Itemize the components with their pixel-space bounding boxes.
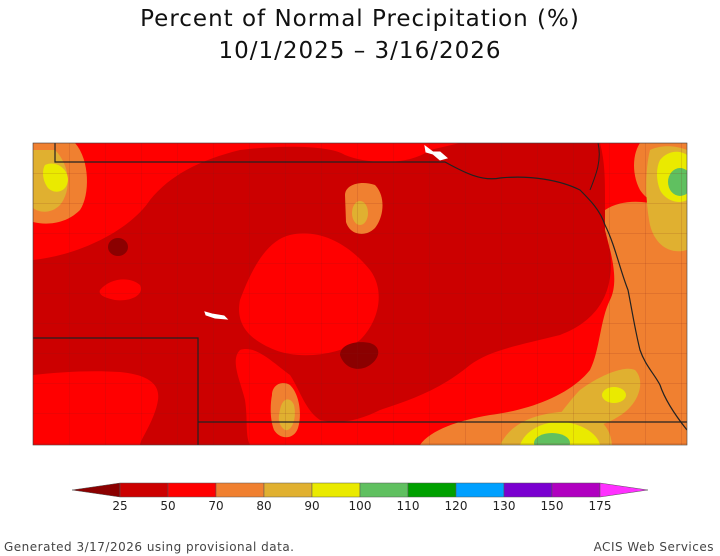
legend-label: 120 xyxy=(445,499,468,513)
legend-bin-10 xyxy=(551,482,601,498)
legend-label: 110 xyxy=(397,499,420,513)
state-boundary-main xyxy=(54,143,687,431)
legend-tick-labels: 25 50 70 80 90 100 110 120 130 150 175 xyxy=(112,499,611,513)
state-boundary-west xyxy=(33,337,199,445)
legend-bin-0 xyxy=(71,482,121,498)
legend-bin-3 xyxy=(215,482,265,498)
legend-bin-11 xyxy=(599,482,649,498)
legend-bin-4 xyxy=(263,482,313,498)
lake-central xyxy=(204,311,229,320)
legend-label: 50 xyxy=(160,499,175,513)
legend-label: 80 xyxy=(256,499,271,513)
map-plot-area xyxy=(33,143,687,445)
legend-colorbar xyxy=(71,482,649,498)
legend-bin-7 xyxy=(407,482,457,498)
legend-label: 70 xyxy=(208,499,223,513)
map-title: Percent of Normal Precipitation (%) xyxy=(140,6,580,32)
legend-label: 100 xyxy=(349,499,372,513)
map-frame xyxy=(32,142,688,446)
legend-bin-5 xyxy=(311,482,361,498)
river-boundary-northeast xyxy=(589,143,600,191)
lake-north xyxy=(424,144,449,161)
map-subtitle: 10/1/2025 – 3/16/2026 xyxy=(218,38,502,64)
legend-label: 150 xyxy=(541,499,564,513)
legend-label: 25 xyxy=(112,499,127,513)
footer-source: ACIS Web Services xyxy=(593,540,714,554)
legend-bin-8 xyxy=(455,482,505,498)
county-grid xyxy=(33,143,687,445)
legend-bin-2 xyxy=(167,482,217,498)
footer-generated-note: Generated 3/17/2026 using provisional da… xyxy=(4,540,295,554)
legend-bin-9 xyxy=(503,482,553,498)
legend-label: 90 xyxy=(304,499,319,513)
legend-label: 130 xyxy=(493,499,516,513)
legend-bin-1 xyxy=(119,482,169,498)
legend-bin-6 xyxy=(359,482,409,498)
legend-label: 175 xyxy=(589,499,612,513)
